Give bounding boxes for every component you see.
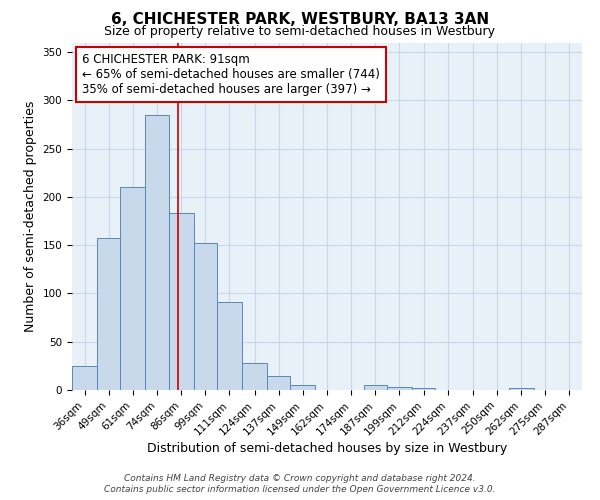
Bar	[242, 363, 267, 390]
Bar	[120, 188, 145, 390]
Bar	[194, 244, 217, 390]
Text: Size of property relative to semi-detached houses in Westbury: Size of property relative to semi-detach…	[104, 25, 496, 38]
Bar	[509, 388, 534, 390]
X-axis label: Distribution of semi-detached houses by size in Westbury: Distribution of semi-detached houses by …	[147, 442, 507, 455]
Bar	[217, 302, 242, 390]
Text: 6, CHICHESTER PARK, WESTBURY, BA13 3AN: 6, CHICHESTER PARK, WESTBURY, BA13 3AN	[111, 12, 489, 28]
Bar	[412, 388, 435, 390]
Y-axis label: Number of semi-detached properties: Number of semi-detached properties	[24, 100, 37, 332]
Bar	[145, 115, 169, 390]
Bar	[72, 366, 97, 390]
Bar	[387, 387, 412, 390]
Bar	[364, 385, 387, 390]
Text: Contains HM Land Registry data © Crown copyright and database right 2024.
Contai: Contains HM Land Registry data © Crown c…	[104, 474, 496, 494]
Bar	[169, 214, 194, 390]
Bar	[97, 238, 120, 390]
Bar	[267, 376, 290, 390]
Text: 6 CHICHESTER PARK: 91sqm
← 65% of semi-detached houses are smaller (744)
35% of : 6 CHICHESTER PARK: 91sqm ← 65% of semi-d…	[82, 53, 380, 96]
Bar	[290, 385, 316, 390]
